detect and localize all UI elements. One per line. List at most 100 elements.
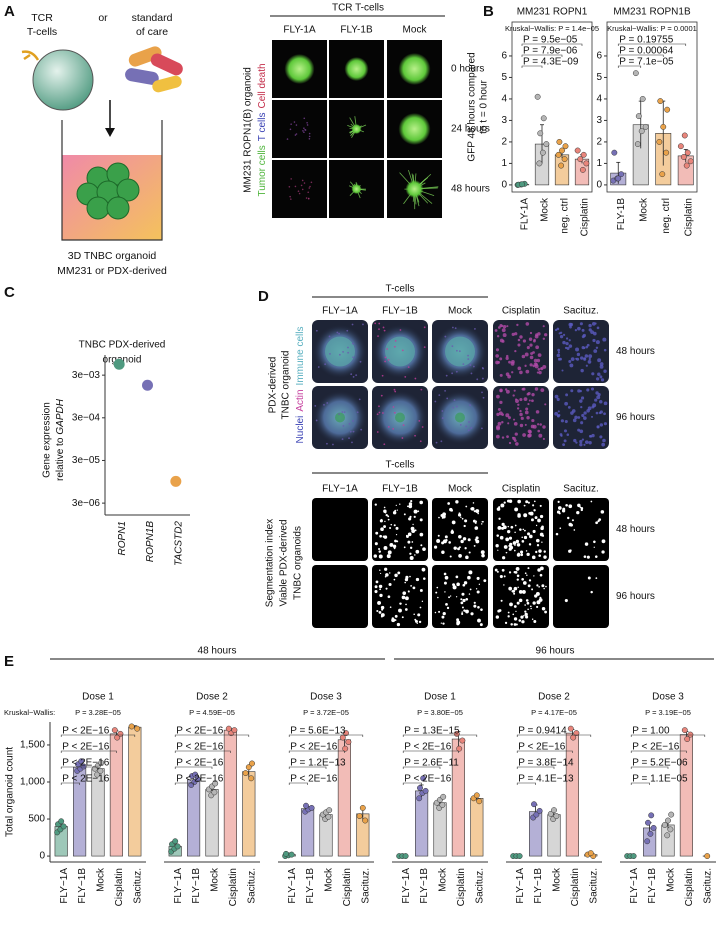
segment	[411, 541, 414, 543]
segment	[453, 546, 457, 550]
speckle	[516, 323, 519, 327]
speckle	[569, 325, 572, 329]
speckle	[384, 356, 387, 359]
segment	[541, 534, 545, 537]
segment	[379, 519, 383, 523]
segment	[421, 567, 426, 572]
gene-name: GAPDH	[55, 398, 66, 434]
segment	[521, 540, 525, 543]
data-point	[543, 141, 550, 148]
speckle	[570, 411, 574, 415]
segment	[398, 608, 402, 613]
comparison-label: P = 1.00	[632, 726, 670, 737]
segment	[414, 618, 417, 621]
speckle	[567, 406, 571, 409]
speckle	[544, 403, 547, 406]
segment	[527, 608, 529, 610]
organoid-signal	[284, 54, 315, 84]
data-point	[553, 813, 560, 820]
speckle	[580, 396, 585, 400]
y-tick-label: 4	[501, 94, 507, 105]
segment	[523, 513, 528, 518]
speckle	[556, 327, 560, 331]
data-point	[587, 850, 594, 857]
segment	[590, 500, 593, 503]
speckle	[542, 325, 545, 328]
segment	[524, 610, 527, 613]
chart-title: Dose 3	[652, 692, 684, 703]
data-point	[402, 853, 409, 860]
comparison-bracket	[516, 782, 536, 785]
speckle	[356, 411, 359, 414]
speckle	[535, 333, 539, 337]
data-point	[618, 171, 625, 178]
speckle	[501, 421, 504, 424]
row-label: 0 hours	[451, 64, 484, 75]
segment	[461, 592, 465, 596]
segment	[503, 584, 505, 586]
segment	[380, 605, 385, 610]
micrograph	[432, 386, 488, 449]
speckle	[531, 392, 535, 397]
arrow-head	[105, 128, 115, 137]
segment	[508, 571, 512, 574]
segment	[500, 599, 503, 602]
test-label: P = 4.59E−05	[189, 708, 235, 717]
segment	[539, 504, 542, 507]
segment	[539, 573, 543, 577]
speckle	[438, 394, 441, 397]
comparison-label: P = 9.5e−05	[523, 35, 578, 46]
speckle	[587, 360, 592, 364]
segment	[468, 551, 471, 554]
segment	[396, 622, 401, 627]
bar	[301, 808, 315, 857]
data-point	[665, 817, 671, 824]
segment	[419, 606, 422, 609]
speckle	[323, 403, 325, 406]
data-point	[242, 770, 249, 777]
segment	[470, 507, 473, 511]
comparison-bracket	[288, 782, 308, 785]
data-point	[420, 775, 427, 782]
micrograph	[272, 100, 327, 158]
speckle	[435, 441, 438, 444]
speckle	[556, 414, 560, 418]
data-point	[639, 95, 646, 102]
segment	[568, 549, 572, 553]
speckle	[451, 372, 454, 375]
micrograph	[329, 40, 384, 98]
x-tick-label: FLY−1A	[287, 868, 298, 904]
segment	[558, 512, 561, 515]
data-point	[60, 823, 67, 830]
speckle	[505, 354, 509, 358]
comparison-label: P < 2E−16	[404, 742, 452, 753]
segment	[451, 520, 456, 525]
data-point	[562, 143, 569, 150]
micrograph	[272, 160, 327, 218]
speckle	[516, 407, 520, 410]
data-point	[663, 149, 670, 156]
segment	[513, 623, 517, 626]
speckle	[476, 378, 479, 381]
segment	[452, 585, 457, 590]
speckle	[512, 394, 515, 397]
speckle	[554, 328, 558, 332]
speckle	[295, 133, 298, 135]
segment	[503, 545, 508, 549]
channel-legend: Tumor cells T cells Cell death	[257, 63, 268, 196]
image-bg	[312, 565, 368, 628]
data-point	[558, 162, 565, 169]
speckle	[603, 412, 606, 416]
segment	[526, 552, 530, 557]
segment	[446, 606, 450, 610]
comparison-label: P = 5.6E−13	[290, 726, 346, 737]
segment	[521, 536, 523, 538]
segment	[452, 583, 456, 587]
speckle	[332, 443, 334, 446]
segment	[530, 607, 532, 610]
speckle	[536, 371, 539, 374]
speckle	[402, 424, 405, 427]
segment	[539, 596, 542, 599]
dot	[142, 379, 153, 391]
comparison-bracket	[630, 766, 669, 769]
